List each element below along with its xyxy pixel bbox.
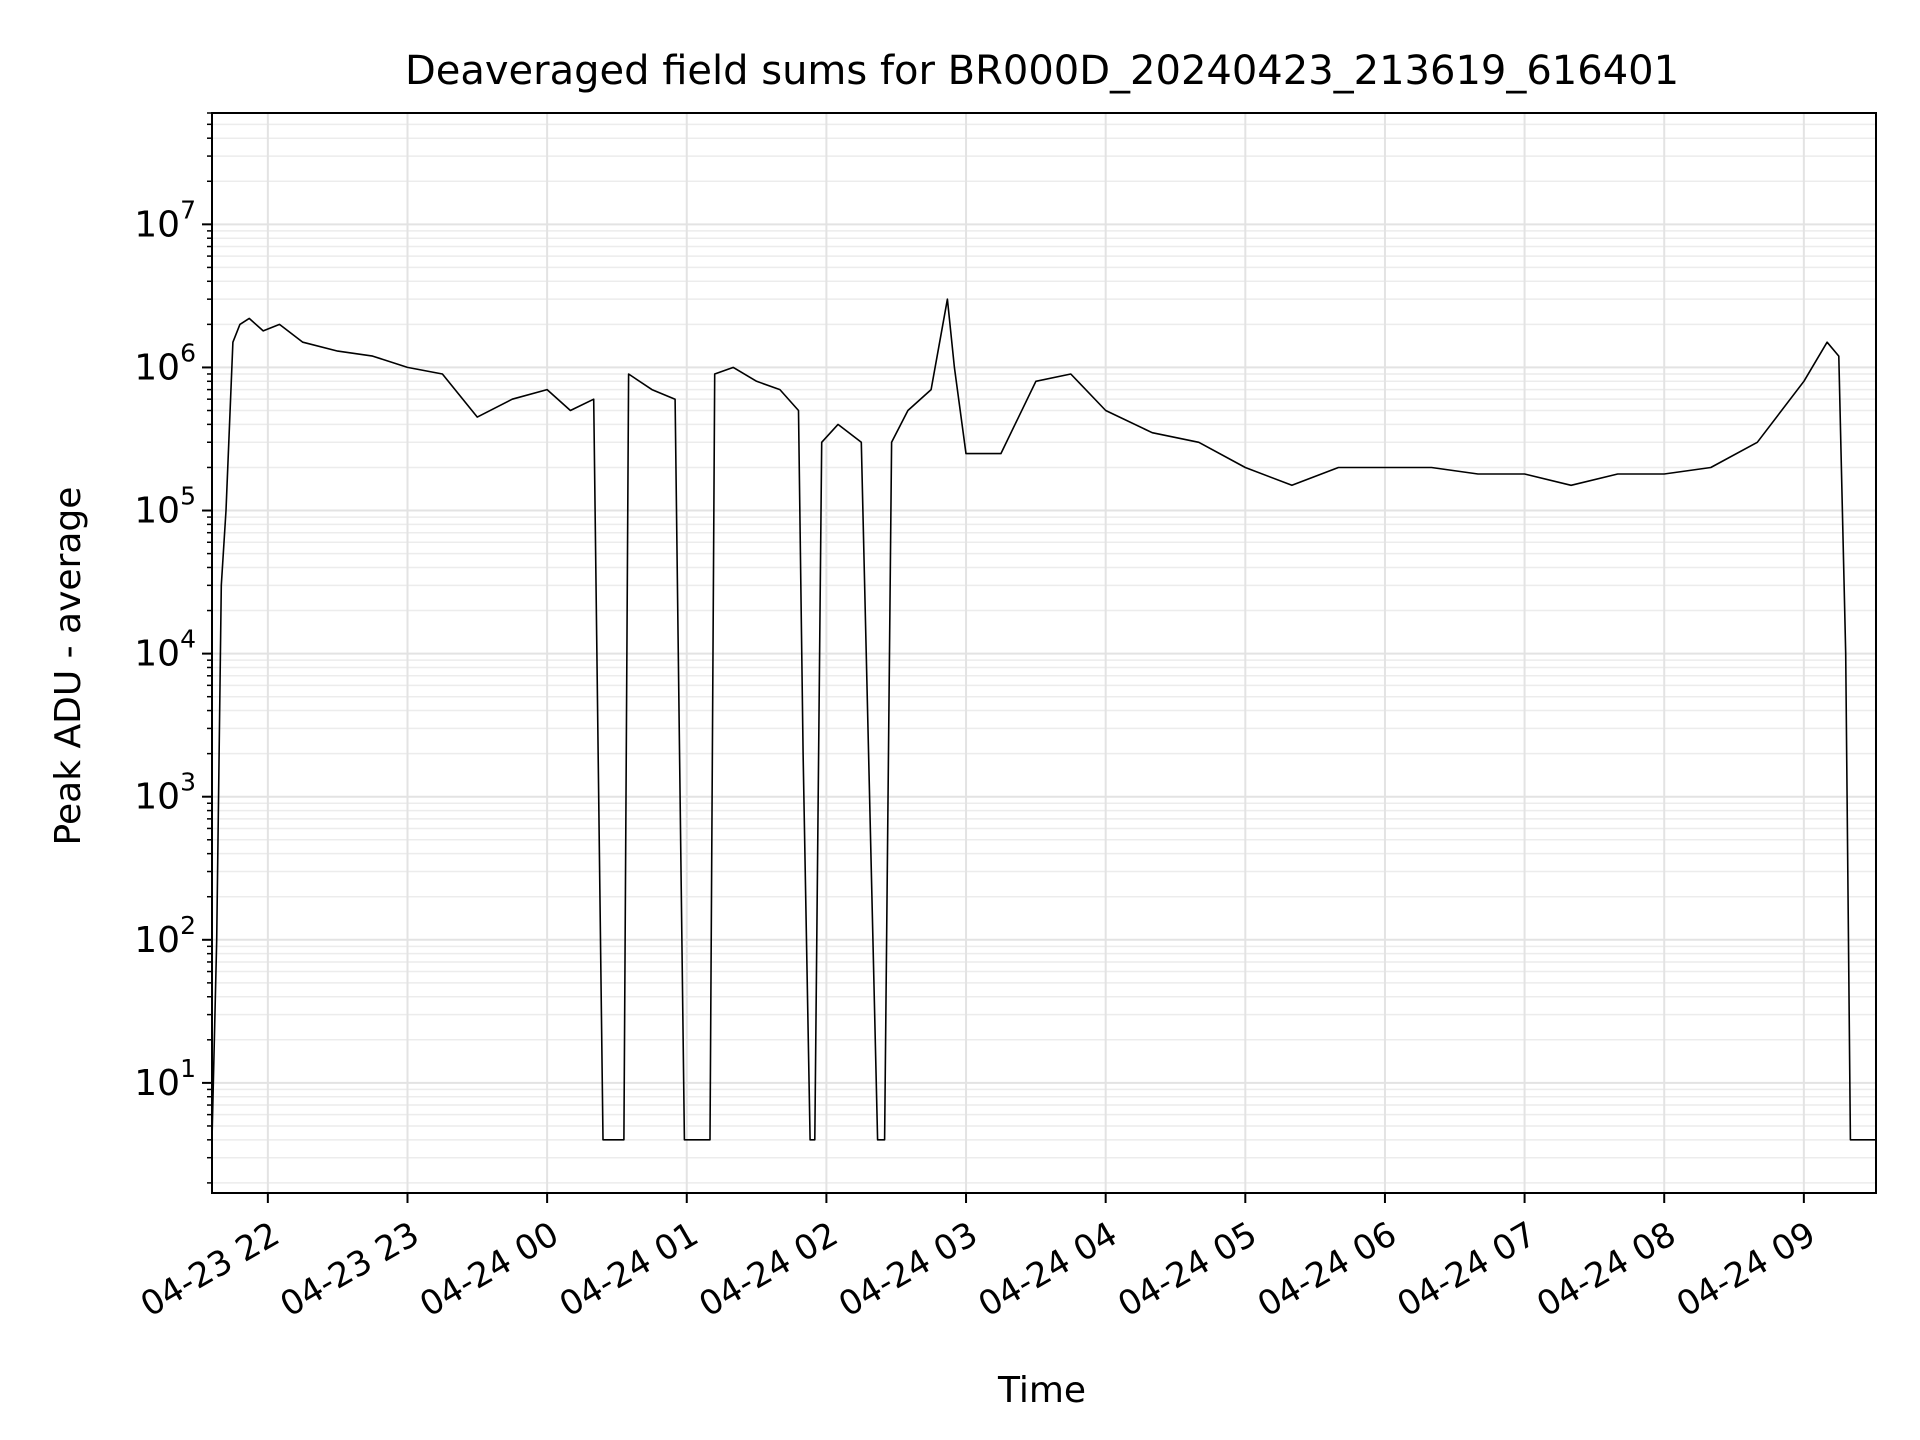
- grid-major: [212, 113, 1876, 1193]
- y-axis-label: Peak ADU - average: [48, 487, 89, 846]
- y-tick-label: 102: [134, 911, 196, 961]
- grid-minor: [212, 112, 1876, 1184]
- y-tick-label: 101: [134, 1054, 196, 1104]
- x-axis-label: Time: [997, 1370, 1086, 1411]
- y-tick-label: 105: [134, 482, 196, 532]
- y-axis: 101 102 103 104 105 106 107: [134, 112, 212, 1184]
- series-line: [211, 298, 1876, 1141]
- y-tick-label: 104: [134, 625, 196, 675]
- y-tick-label: 106: [134, 338, 196, 388]
- series-layer: [211, 298, 1876, 1141]
- y-tick-label: 103: [134, 768, 196, 818]
- chart-title: Deaveraged field sums for BR000D_2024042…: [405, 48, 1679, 94]
- y-tick-label: 107: [134, 195, 196, 245]
